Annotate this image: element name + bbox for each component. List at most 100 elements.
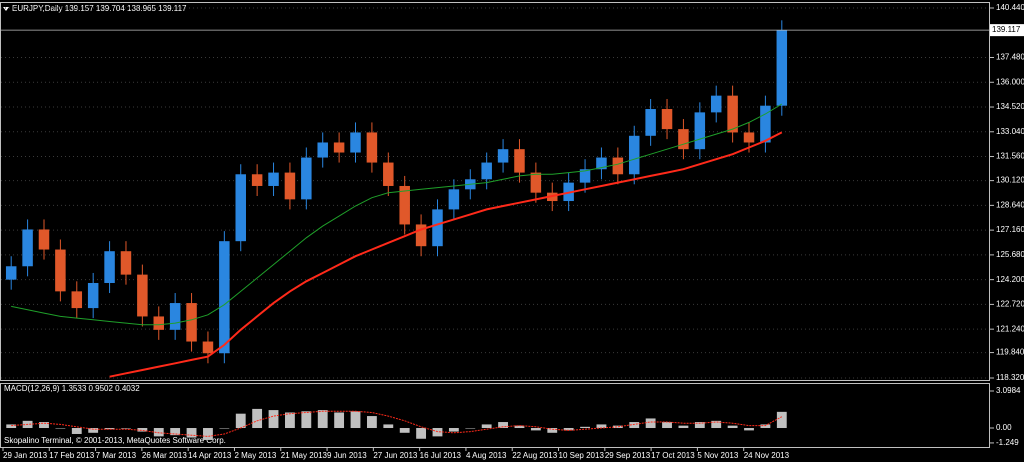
- moving-average: [11, 103, 783, 326]
- macd-bar: [776, 411, 787, 429]
- candle-body: [219, 241, 230, 354]
- x-tick-label: 29 Sep 2013: [605, 451, 651, 460]
- macd-bar: [612, 425, 623, 429]
- macd-bar: [383, 424, 394, 429]
- candle-body: [251, 174, 263, 186]
- macd-bar: [170, 428, 181, 436]
- candle-body: [71, 291, 83, 309]
- x-tick-label: 7 Mar 2013: [96, 451, 137, 460]
- candle-body: [268, 172, 279, 186]
- macd-bar: [645, 418, 656, 429]
- x-tick-label: 29 Jan 2013: [3, 451, 48, 460]
- candle-body: [137, 274, 148, 317]
- macd-bar: [448, 428, 459, 432]
- moving-average: [109, 131, 783, 378]
- macd-bar: [268, 410, 279, 429]
- macd-bar: [186, 428, 197, 438]
- macd-bar: [481, 424, 492, 429]
- candle-body: [153, 316, 165, 330]
- x-tick-label: 22 Aug 2013: [512, 451, 557, 460]
- candle-body: [415, 224, 427, 247]
- macd-signal: [11, 410, 783, 437]
- macd-title: MACD(12,26,9) 1.3533 0.9502 0.4032: [4, 384, 140, 393]
- macd-bar: [760, 424, 771, 429]
- macd-bar: [6, 424, 17, 429]
- candle-body: [448, 189, 460, 210]
- macd-bar: [694, 422, 705, 429]
- macd-bar: [39, 422, 49, 429]
- x-tick-label: 2 May 2013: [234, 451, 276, 460]
- macd-bar: [71, 428, 82, 434]
- candle-body: [743, 132, 755, 143]
- candle-body: [645, 109, 656, 136]
- candle-body: [596, 157, 607, 170]
- macd-bar: [252, 408, 263, 429]
- candle-body: [514, 149, 525, 173]
- candle-body: [530, 172, 542, 193]
- macd-bar: [55, 428, 66, 429]
- y-tick-label: 3.0984: [996, 386, 1021, 395]
- candle-body: [38, 229, 50, 250]
- candle-body: [317, 142, 328, 158]
- macd-bar: [432, 428, 443, 437]
- macd-bar: [203, 428, 213, 440]
- macd-bar: [596, 424, 607, 429]
- macd-bar: [285, 412, 295, 429]
- macd-bar: [530, 428, 541, 431]
- macd-bar: [88, 428, 99, 433]
- candle-body: [169, 303, 181, 330]
- macd-bar: [153, 428, 164, 437]
- macd-bar: [104, 428, 115, 430]
- y-tick-label: 0.00: [996, 423, 1012, 432]
- candle-body: [104, 251, 115, 283]
- candle-body: [301, 157, 312, 200]
- macd-bar: [219, 428, 230, 429]
- candle-body: [760, 105, 771, 143]
- candle-body: [579, 169, 591, 183]
- macd-bar: [465, 428, 476, 429]
- macd-bar: [317, 410, 328, 429]
- macd-bar: [350, 411, 361, 429]
- y-tick-label: 124.200: [996, 275, 1024, 284]
- candle-body: [628, 135, 640, 175]
- main-pane: [0, 2, 990, 381]
- candle-body: [333, 142, 345, 153]
- candle-body: [481, 162, 492, 180]
- macd-bar: [678, 425, 689, 429]
- candle-body: [186, 303, 197, 342]
- y-tick-label: 121.240: [996, 324, 1024, 333]
- macd-bar: [547, 428, 558, 433]
- candle-body: [694, 112, 706, 150]
- macd-pane: [0, 383, 990, 448]
- price-label: 139.117: [992, 25, 1021, 34]
- candle-body: [284, 172, 296, 200]
- x-tick-label: 27 Jun 2013: [373, 451, 418, 460]
- y-tick-label: 127.160: [996, 225, 1024, 234]
- macd-bar: [727, 425, 738, 429]
- macd-bar: [580, 426, 590, 429]
- price-label-box: [990, 24, 1024, 37]
- candle-body: [661, 109, 673, 130]
- candle-body: [5, 266, 17, 280]
- candle-body: [235, 174, 246, 242]
- menu-icon: [3, 7, 9, 11]
- macd-bar: [744, 428, 754, 431]
- y-tick-label: -1.249: [996, 438, 1019, 447]
- candle-body: [678, 129, 689, 150]
- macd-bar: [301, 411, 312, 429]
- x-tick-label: 17 Feb 2013: [49, 451, 94, 460]
- macd-bar: [137, 428, 148, 432]
- macd-bar: [235, 413, 246, 429]
- x-tick-label: 14 Apr 2013: [188, 451, 232, 460]
- y-tick-label: 125.680: [996, 250, 1024, 259]
- y-tick-label: 136.000: [996, 77, 1024, 86]
- macd-bar: [399, 428, 410, 433]
- x-tick-label: 10 Sep 2013: [559, 451, 605, 460]
- x-tick-label: 4 Aug 2013: [466, 451, 507, 460]
- candle-body: [497, 149, 509, 163]
- x-tick-label: 24 Nov 2013: [744, 451, 790, 460]
- candle-body: [612, 157, 624, 175]
